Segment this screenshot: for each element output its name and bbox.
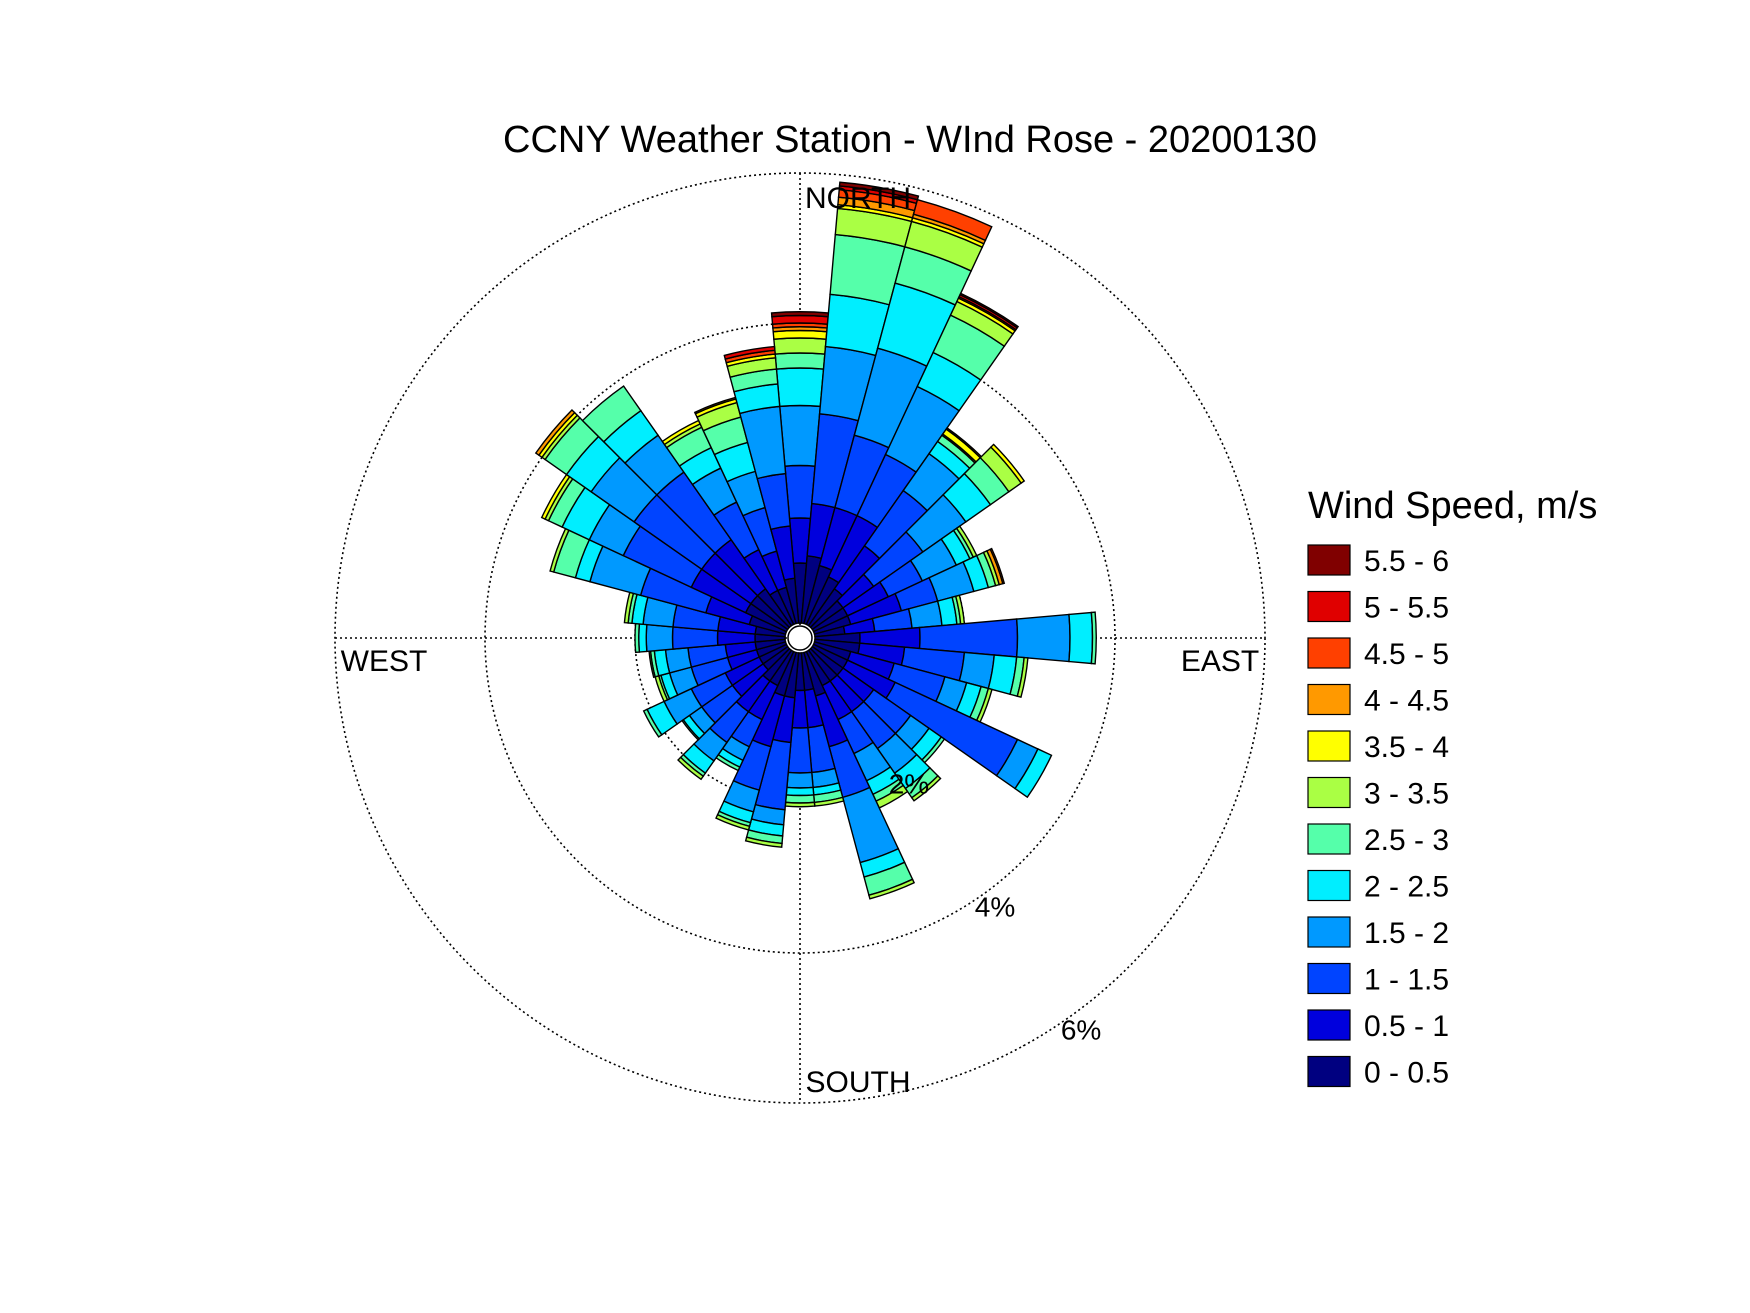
sector-270-bin-5 <box>634 622 641 654</box>
sector-0-bin-5 <box>774 352 826 370</box>
legend-swatch-2 <box>1307 637 1351 669</box>
north-label: NORTH <box>805 182 911 215</box>
legend-label-1: 5 - 5.5 <box>1364 592 1449 625</box>
sector-210 <box>715 649 795 772</box>
sector-290 <box>549 527 788 635</box>
legend-swatch-11 <box>1307 1055 1351 1088</box>
sector-50 <box>809 443 1026 631</box>
sector-190-bin-6 <box>744 836 783 848</box>
legend: Wind Speed, m/s 5.5 - 6 5 - 5.5 4.5 - 5 4 -… <box>1307 485 1597 1090</box>
radial-tick-label-3: 6% <box>1061 1014 1101 1045</box>
sector-270-bin-4 <box>638 623 648 653</box>
legend-swatch-1 <box>1307 590 1351 623</box>
sector-190 <box>744 651 800 848</box>
legend-swatch-9 <box>1307 962 1351 995</box>
sector-320-bin-5 <box>581 385 642 443</box>
sector-180-bin-3 <box>786 771 814 789</box>
sector-200-bin-6 <box>715 813 751 831</box>
sector-70-bin-9 <box>989 547 1006 585</box>
sector-170 <box>800 651 845 807</box>
sector-0-bin-10 <box>771 314 829 325</box>
sector-160-bin-6 <box>868 878 916 900</box>
sector-310 <box>534 408 791 631</box>
legend-swatch-5 <box>1307 776 1351 809</box>
sector-220-bin-6 <box>677 756 705 781</box>
east-label: EAST <box>1181 645 1259 678</box>
sector-10-bin-11 <box>838 181 920 201</box>
radial-tick-label-1: 2% <box>889 769 929 800</box>
legend-swatch-4 <box>1307 730 1351 762</box>
sector-270-bin-3 <box>645 623 674 653</box>
legend-label-10: 0.5 - 1 <box>1364 1010 1449 1043</box>
sector-20-bin-9 <box>912 198 993 242</box>
legend-label-8: 1.5 - 2 <box>1364 917 1449 950</box>
sector-310-bin-8 <box>534 408 576 457</box>
south-label: SOUTH <box>806 1066 911 1099</box>
sector-30-bin-11 <box>959 292 1020 329</box>
sector-140-bin-6 <box>910 774 942 802</box>
legend-swatch-0 <box>1307 544 1351 576</box>
legend-title: Wind Speed, m/s <box>1308 485 1597 527</box>
sector-120 <box>811 643 1053 799</box>
sector-40 <box>807 426 983 629</box>
sector-350 <box>723 345 800 625</box>
legend-swatch-10 <box>1307 1009 1351 1041</box>
sector-70 <box>812 547 1006 635</box>
legend-label-2: 4.5 - 5 <box>1364 638 1449 671</box>
sector-90-bin-5 <box>1090 611 1097 665</box>
sector-240-bin-5 <box>642 708 663 738</box>
west-label: WEST <box>341 645 428 678</box>
sector-0 <box>770 311 830 624</box>
sector-110 <box>812 641 993 723</box>
sector-280 <box>623 591 787 638</box>
sector-140 <box>807 647 942 802</box>
legend-swatch-7 <box>1307 869 1351 902</box>
legend-label-7: 2 - 2.5 <box>1364 871 1449 904</box>
sector-0-bin-3 <box>778 404 822 467</box>
sector-180-bin-5 <box>784 794 816 804</box>
sector-0-bin-11 <box>770 311 830 318</box>
sector-0-bin-4 <box>775 367 825 408</box>
sector-180-bin-6 <box>784 801 816 808</box>
chart-title: CCNY Weather Station - WInd Rose - 20200… <box>503 119 1317 161</box>
legend-label-11: 0 - 0.5 <box>1364 1057 1449 1090</box>
legend-label-5: 3 - 3.5 <box>1364 778 1449 811</box>
center-hole <box>787 625 813 651</box>
sector-180-bin-4 <box>785 786 815 797</box>
sector-90 <box>814 611 1097 665</box>
legend-label-4: 3.5 - 4 <box>1364 731 1449 764</box>
sector-90-bin-4 <box>1068 611 1094 665</box>
radial-tick-labels: 2% 4% 6% <box>889 769 1102 1046</box>
sector-320 <box>581 385 793 629</box>
sector-350-bin-10 <box>723 345 776 360</box>
sector-120-bin-4 <box>1014 748 1053 799</box>
sector-30 <box>805 292 1020 627</box>
sector-0-bin-6 <box>773 337 827 355</box>
legend-label-0: 5.5 - 6 <box>1364 545 1449 578</box>
sector-10 <box>800 181 920 625</box>
legend-label-3: 4 - 4.5 <box>1364 685 1449 718</box>
legend-swatch-8 <box>1307 916 1351 948</box>
sector-100-bin-6 <box>1016 656 1029 699</box>
sector-0-bin-7 <box>772 329 828 340</box>
radial-tick-label-2: 4% <box>975 892 1015 923</box>
wind-sectors <box>534 181 1097 900</box>
sector-100 <box>813 638 1029 699</box>
legend-swatch-6 <box>1307 823 1351 855</box>
sector-90-bin-3 <box>1015 613 1071 663</box>
legend-label-9: 1 - 1.5 <box>1364 964 1449 997</box>
sector-250 <box>654 641 788 703</box>
sector-50-bin-7 <box>989 443 1026 485</box>
sector-200 <box>715 650 797 831</box>
legend-swatch-3 <box>1307 683 1351 716</box>
legend-label-6: 2.5 - 3 <box>1364 824 1449 857</box>
legend-items: 5.5 - 6 5 - 5.5 4.5 - 5 4 - 4.5 3.5 - 4 3 - 3… <box>1307 544 1449 1090</box>
